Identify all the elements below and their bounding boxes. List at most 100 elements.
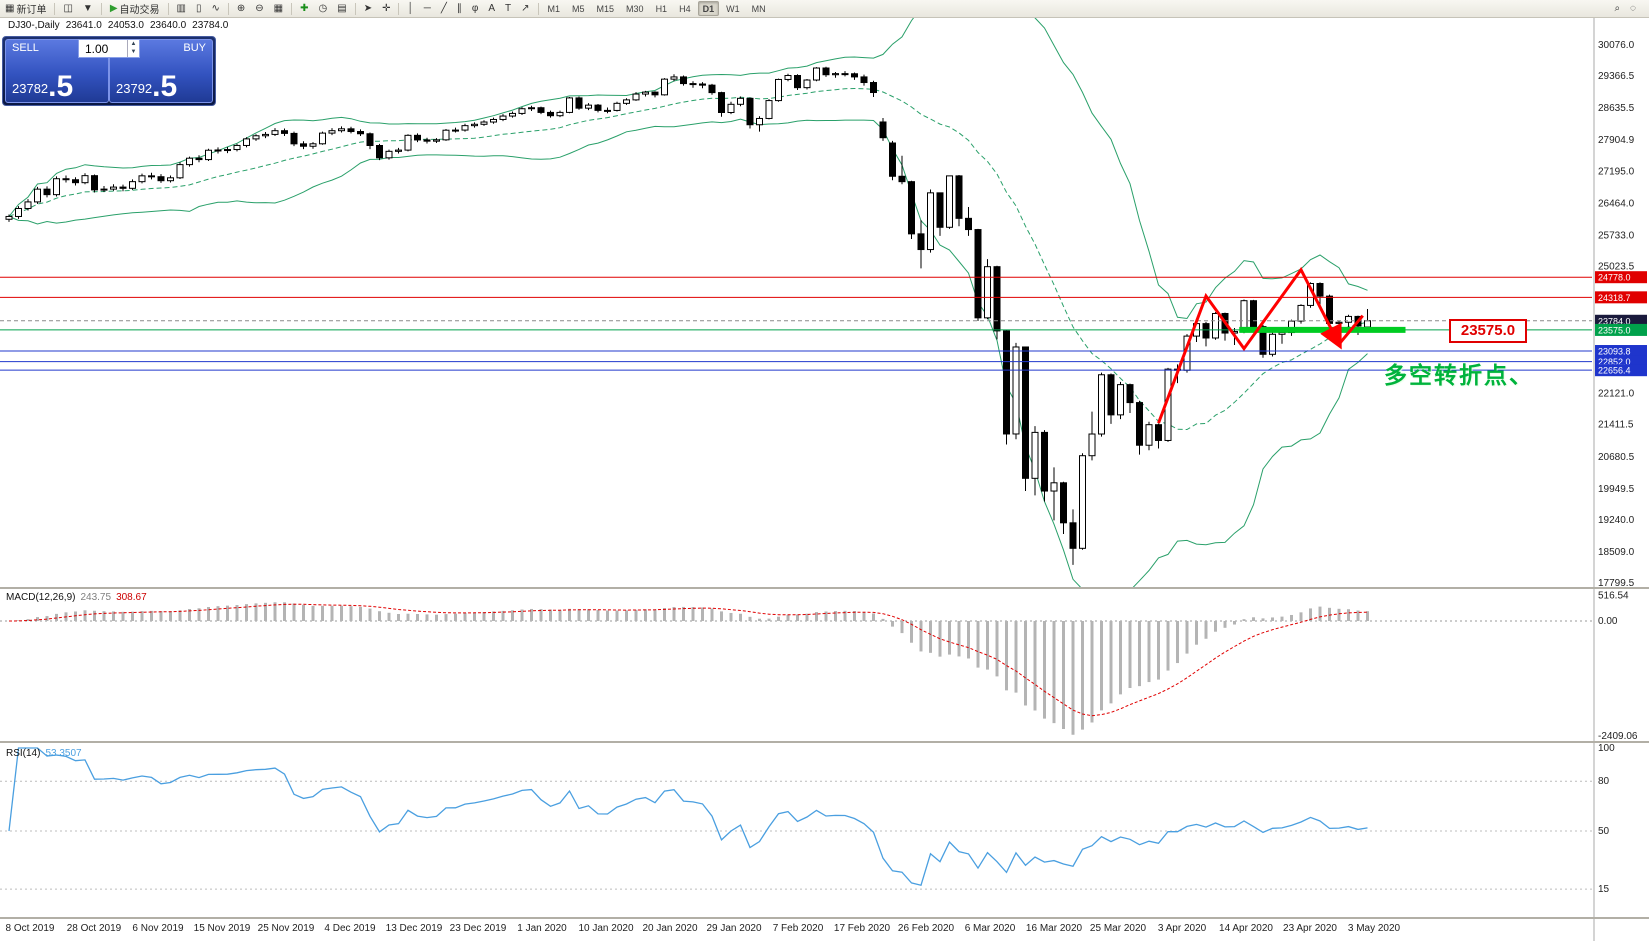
toolbar-separator	[167, 2, 169, 15]
svg-text:22656.4: 22656.4	[1598, 366, 1631, 376]
quick-help-icon: ◌	[1630, 2, 1636, 14]
profiles-icon: ▼	[82, 2, 93, 14]
toolbar-separator	[54, 2, 56, 15]
toolbar-left-group: ▦ 新订单 ◫ ▼ ▶ 自动交易	[0, 1, 172, 17]
price-axis-label: 28635.5	[1598, 103, 1635, 114]
tile-windows-button[interactable]: ▦	[270, 1, 287, 17]
turning-point-note[interactable]: 多空转折点、	[1384, 362, 1534, 389]
trendline-button[interactable]: ╱	[437, 1, 451, 17]
bar-chart-button[interactable]: ▥	[173, 1, 190, 17]
toolbar: ▦ 新订单 ◫ ▼ ▶ 自动交易 ▥ ▯ ∿ ⊕ ⊖ ▦ ✚ ◷ ▤ ➤ ✛ │ ─ ╱ ∥ φ A T ↗ M1 M5 M15 M…	[0, 0, 1649, 18]
price-axis-label: 30076.0	[1598, 40, 1635, 51]
timeframe-m30[interactable]: M30	[626, 3, 644, 14]
new-order-label: 新订单	[16, 5, 47, 16]
periods-button[interactable]: ◷	[315, 1, 332, 17]
rsi-value: 53.3507	[45, 748, 82, 759]
periods-icon: ◷	[318, 2, 328, 14]
price-axis-label: 25023.5	[1598, 261, 1635, 272]
date-axis-label: 3 Apr 2020	[1158, 923, 1207, 934]
timeframe-d1[interactable]: D1	[697, 1, 720, 16]
price-axis[interactable]	[1594, 17, 1649, 918]
candle-chart-icon: ▯	[195, 2, 202, 14]
bar-chart-icon: ▥	[176, 2, 186, 14]
time-axis[interactable]	[0, 919, 1592, 941]
main-chart-panel[interactable]	[0, 0, 1592, 598]
crosshair-button[interactable]: ✛	[378, 1, 394, 17]
svg-text:50: 50	[1598, 826, 1610, 837]
macd-label-line: MACD(12,26,9) 243.75 308.67	[6, 592, 147, 603]
volume-input[interactable]: 1.00 ▲ ▼	[78, 39, 140, 58]
quick-help-button[interactable]: ◌	[1626, 1, 1640, 17]
timeframe-w1[interactable]: W1	[726, 3, 740, 14]
toolbar-right-group: ⌕ ◌	[1609, 1, 1641, 17]
autotrading-label: 自动交易	[119, 5, 160, 16]
ohlc-info-line: DJ30-,Daily 23641.0 24053.0 23640.0 23784.0	[8, 20, 234, 31]
candle-chart-button[interactable]: ▯	[192, 1, 206, 17]
new-order-icon: ▦	[5, 2, 15, 14]
date-axis-label: 28 Oct 2019	[67, 923, 122, 934]
zoom-in-icon: ⊕	[236, 2, 246, 14]
fibonacci-button[interactable]: φ	[468, 1, 482, 17]
line-chart-button[interactable]: ∿	[207, 1, 223, 17]
price-axis-label: 25733.0	[1598, 230, 1635, 241]
sell-button[interactable]: SELL 23782.5	[5, 39, 109, 103]
macd-signal-value: 308.67	[116, 592, 147, 603]
new-order-button[interactable]: ▦ 新订单	[1, 1, 50, 17]
volume-down-icon[interactable]: ▼	[130, 49, 137, 55]
timeframe-mn[interactable]: MN	[751, 3, 766, 14]
price-axis-label: 27904.9	[1598, 135, 1635, 146]
rsi-panel[interactable]	[0, 747, 1592, 890]
cursor-button[interactable]: ➤	[360, 1, 376, 17]
toolbar-separator	[354, 2, 356, 15]
date-axis-label: 25 Mar 2020	[1090, 923, 1147, 934]
sell-label: SELL	[12, 42, 39, 54]
date-axis-label: 4 Dec 2019	[324, 923, 376, 934]
price-axis-label: 20680.5	[1598, 452, 1635, 463]
text-button[interactable]: A	[484, 1, 499, 17]
low-value: 23640.0	[150, 20, 187, 31]
zoom-out-button[interactable]: ⊖	[251, 1, 267, 17]
svg-text:23784.0: 23784.0	[1598, 316, 1631, 326]
charts-button[interactable]: ◫	[59, 1, 76, 17]
toolbar-separator	[537, 2, 539, 15]
macd-panel[interactable]	[0, 602, 1592, 735]
timeframe-h4[interactable]: H4	[679, 3, 691, 14]
search-icon: ⌕	[1614, 2, 1621, 14]
panel-separator[interactable]	[0, 741, 1649, 743]
search-button[interactable]: ⌕	[1610, 1, 1624, 17]
equidistant-channel-icon: ∥	[456, 2, 462, 14]
open-value: 23641.0	[65, 20, 102, 31]
volume-up-icon[interactable]: ▲	[130, 41, 137, 47]
date-axis-label: 8 Oct 2019	[6, 923, 55, 934]
text-label-button[interactable]: T	[501, 1, 515, 17]
date-axis-label: 26 Feb 2020	[898, 923, 955, 934]
timeframe-m15[interactable]: M15	[596, 3, 615, 14]
rsi-label-line: RSI(14) 53.3507	[6, 748, 82, 759]
price-axis-label: 18509.0	[1598, 547, 1635, 558]
profiles-button[interactable]: ▼	[79, 1, 97, 17]
price-annotation-box[interactable]: 23575.0	[1449, 318, 1527, 343]
price-axis-label: 19949.5	[1598, 484, 1635, 495]
zoom-in-button[interactable]: ⊕	[233, 1, 249, 17]
arrows-button[interactable]: ↗	[517, 1, 533, 17]
price-axis-label: 17799.5	[1598, 578, 1635, 589]
horizontal-line-button[interactable]: ─	[420, 1, 435, 17]
fibonacci-icon: φ	[471, 2, 479, 14]
panel-separator[interactable]	[0, 587, 1649, 589]
axes: 30076.0 29366.5 28635.5 27904.9 27195.0 26464…	[6, 17, 1647, 941]
autotrading-button[interactable]: ▶ 自动交易	[106, 1, 164, 17]
panel-separator[interactable]	[0, 917, 1649, 919]
date-axis-label: 6 Mar 2020	[965, 923, 1016, 934]
add-indicator-button[interactable]: ✚	[296, 1, 312, 17]
timeframe-m5[interactable]: M5	[572, 3, 585, 14]
timeframe-h1[interactable]: H1	[655, 3, 668, 14]
vertical-line-button[interactable]: │	[403, 1, 417, 17]
cursor-icon: ➤	[363, 2, 373, 14]
templates-button[interactable]: ▤	[333, 1, 350, 17]
svg-text:516.54: 516.54	[1598, 590, 1629, 601]
equidistant-channel-button[interactable]: ∥	[453, 1, 466, 17]
volume-spinner[interactable]: ▲ ▼	[127, 40, 139, 57]
timeframe-m1[interactable]: M1	[547, 3, 561, 14]
svg-text:80: 80	[1598, 776, 1610, 787]
